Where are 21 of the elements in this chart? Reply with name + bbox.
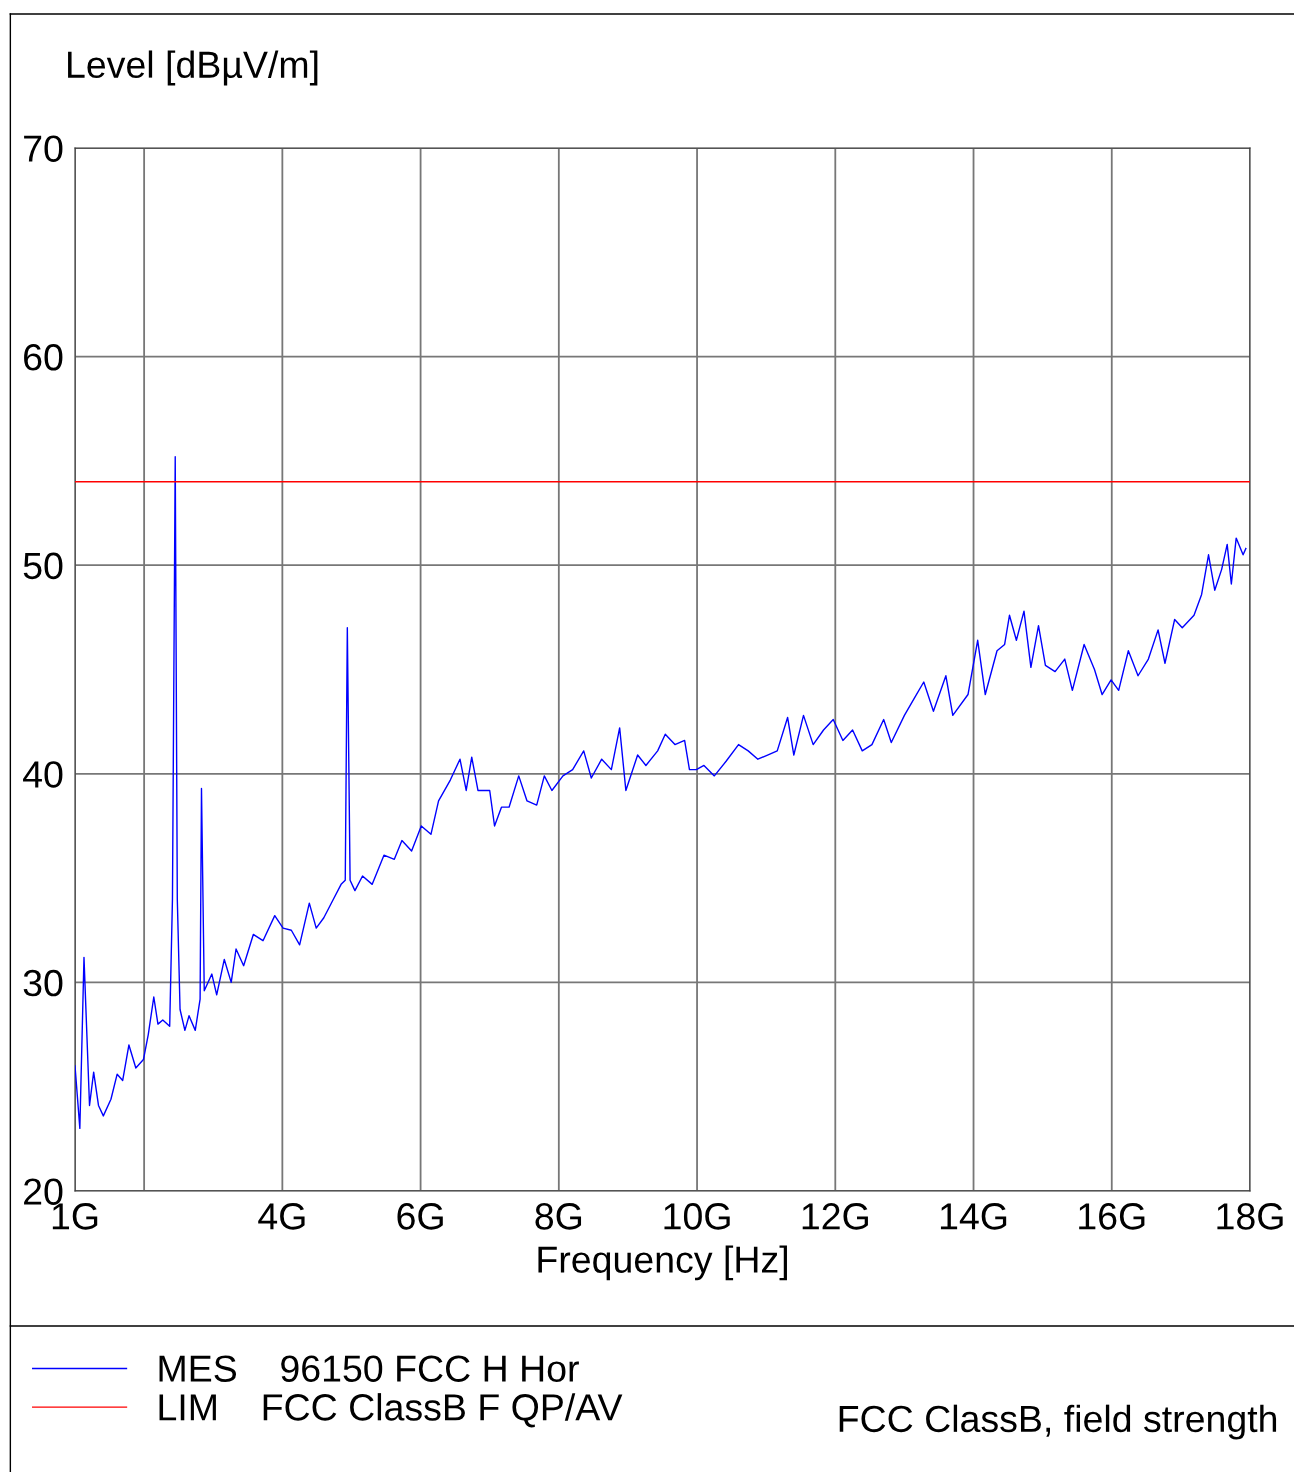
x-tick-label: 8G — [535, 1203, 582, 1230]
text: FCC ClassB, field strength — [839, 1404, 1277, 1440]
x-tick-label: 1G — [52, 1203, 98, 1230]
line-series — [75, 456, 1247, 1130]
y-tick-label: 50 — [23, 552, 63, 580]
legend-label: LIM FCC ClassB F QP/AV — [159, 1393, 623, 1428]
y-axis-title: Level [dBµV/m] — [68, 50, 318, 86]
y-tick-label: 20 — [24, 1178, 63, 1205]
x-tick-label: 18G — [1217, 1203, 1283, 1230]
x-axis-title: Frequency [Hz] — [538, 1245, 787, 1281]
x-tick-label: 16G — [1079, 1203, 1145, 1230]
y-tick-label: 40 — [23, 761, 63, 788]
y-tick-label: 30 — [23, 969, 63, 997]
x-tick-label: 12G — [802, 1203, 868, 1230]
x-tick-label: 6G — [397, 1203, 443, 1230]
y-tick-label: 70 — [24, 135, 63, 162]
x-tick-label: 14G — [940, 1203, 1007, 1230]
x-tick-label: 10G — [664, 1203, 730, 1230]
y-tick-label: 60 — [24, 344, 63, 371]
x-tick-label: 4G — [258, 1203, 305, 1230]
legend-label: MES 96150 FCC H Hor — [159, 1355, 579, 1382]
